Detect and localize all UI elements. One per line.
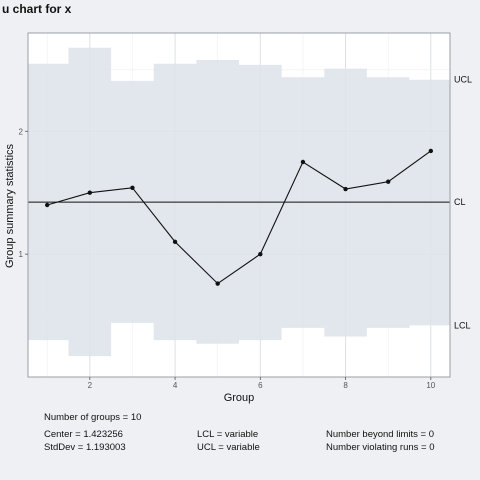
data-point	[385, 179, 391, 184]
cl-label: CL	[454, 197, 466, 207]
y-axis-label: Group summary statistics	[4, 143, 16, 268]
x-tick-label: 6	[258, 381, 263, 390]
y-tick-label: 2	[19, 127, 24, 136]
data-point	[343, 186, 348, 192]
data-point	[172, 239, 178, 245]
lcl-label: LCL	[454, 320, 471, 330]
data-point	[258, 251, 263, 257]
x-tick-label: 8	[343, 381, 348, 390]
x-tick-label: 4	[173, 381, 178, 390]
data-point	[215, 281, 220, 286]
x-axis-label: Group	[224, 392, 255, 404]
y-tick-label: 1	[19, 250, 24, 259]
limit-labels: UCL CL LCL	[454, 75, 472, 331]
ucl-label: UCL	[454, 75, 472, 85]
x-tick-label: 10	[426, 381, 435, 390]
data-point	[130, 185, 135, 190]
data-point	[87, 190, 93, 195]
data-point	[300, 159, 306, 165]
plot-border	[27, 32, 451, 378]
series-line	[47, 150, 432, 285]
chart-title: u chart for x	[2, 2, 72, 16]
data-point	[44, 202, 50, 208]
data-point	[428, 148, 434, 154]
data-series	[44, 148, 434, 286]
x-tick-label: 2	[88, 381, 93, 390]
